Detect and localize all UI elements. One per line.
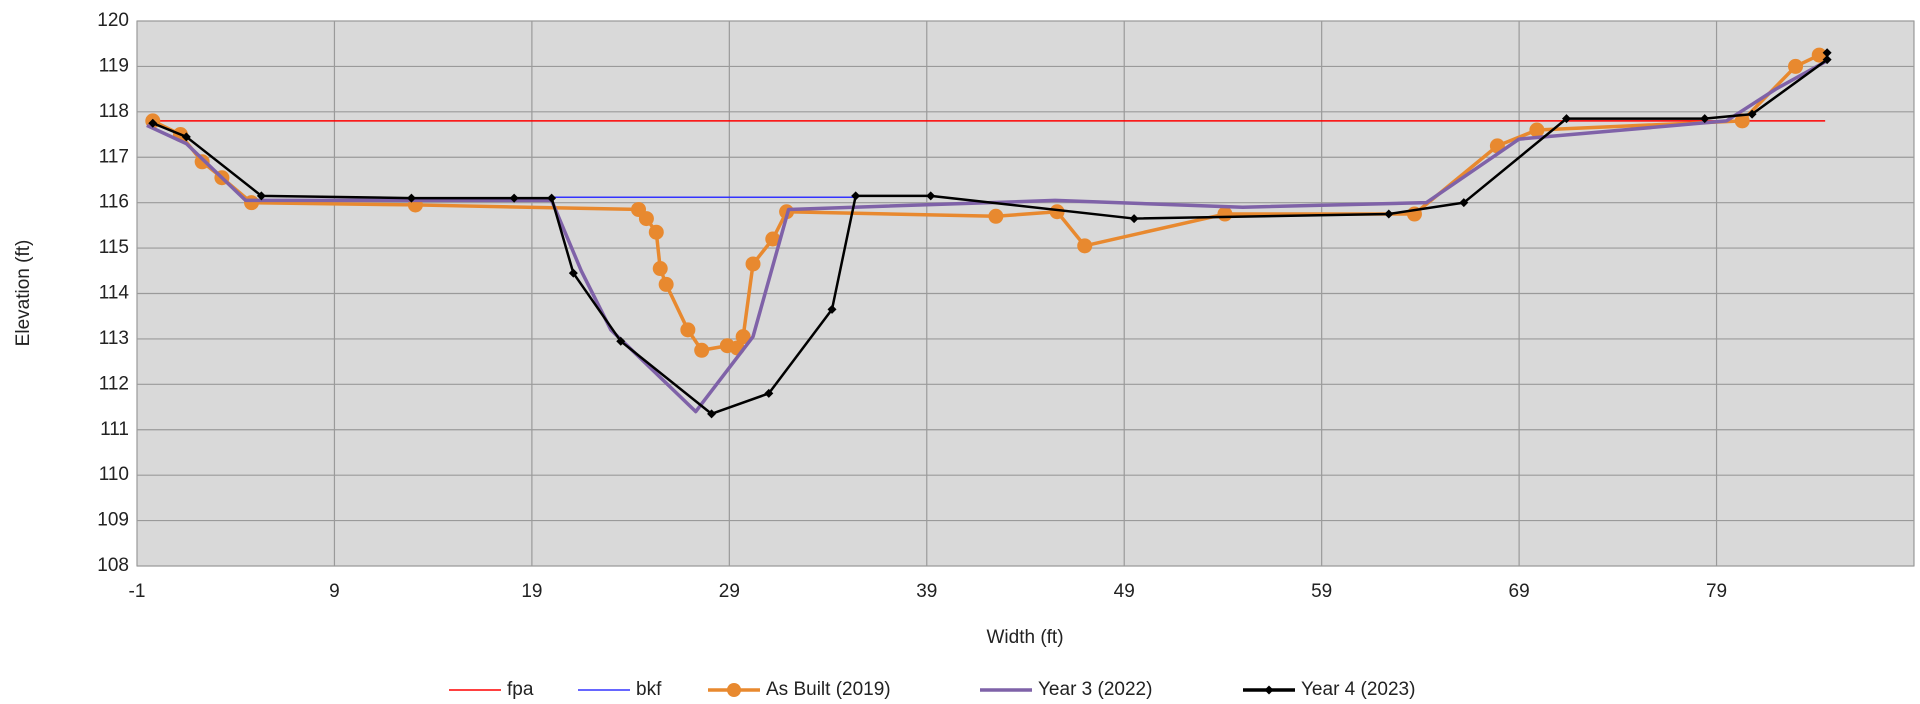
marker xyxy=(648,224,664,240)
y-tick-label: 113 xyxy=(99,328,129,349)
marker xyxy=(735,329,751,345)
marker xyxy=(680,322,696,338)
marker xyxy=(1747,109,1757,119)
marker xyxy=(1811,47,1827,63)
marker xyxy=(244,195,260,211)
y-axis-title: Elevation (ft) xyxy=(13,240,34,347)
marker xyxy=(1129,214,1139,224)
marker xyxy=(568,268,578,278)
x-tick-label: 79 xyxy=(1706,581,1727,602)
marker xyxy=(148,118,158,128)
marker xyxy=(1384,209,1394,219)
marker xyxy=(509,193,519,203)
marker xyxy=(1529,122,1545,138)
y-tick-label: 117 xyxy=(99,146,129,167)
marker xyxy=(406,193,416,203)
x-tick-label: 9 xyxy=(329,581,340,602)
y-tick-label: 111 xyxy=(100,419,129,440)
marker xyxy=(745,256,761,272)
y-tick-label: 112 xyxy=(99,373,129,394)
series-line xyxy=(146,60,1826,414)
marker xyxy=(1459,198,1469,208)
y-tick-label: 116 xyxy=(99,192,129,213)
legend-label: bkf xyxy=(636,679,662,700)
x-tick-label: 69 xyxy=(1509,581,1530,602)
marker xyxy=(1734,113,1750,129)
x-tick-label: -1 xyxy=(129,581,146,602)
legend-swatch xyxy=(727,683,741,697)
x-tick-label: 39 xyxy=(916,581,937,602)
x-tick-label: 29 xyxy=(719,581,740,602)
marker xyxy=(658,276,674,292)
legend-label: Year 3 (2022) xyxy=(1038,679,1152,700)
marker xyxy=(616,336,626,346)
x-axis-title: Width (ft) xyxy=(986,627,1063,648)
marker xyxy=(638,211,654,227)
y-tick-label: 110 xyxy=(99,464,129,485)
marker xyxy=(194,154,210,170)
x-tick-label: 19 xyxy=(521,581,542,602)
marker xyxy=(1049,204,1065,220)
y-tick-label: 109 xyxy=(97,510,129,531)
marker xyxy=(256,191,266,201)
marker xyxy=(181,132,191,142)
marker xyxy=(1822,48,1832,58)
marker xyxy=(707,409,717,419)
marker xyxy=(652,261,668,277)
x-tick-label: 59 xyxy=(1311,581,1332,602)
marker xyxy=(851,191,861,201)
marker xyxy=(827,304,837,314)
marker xyxy=(764,388,774,398)
y-tick-label: 108 xyxy=(97,555,129,576)
legend-label: As Built (2019) xyxy=(766,679,891,700)
marker xyxy=(1217,206,1233,222)
y-tick-label: 120 xyxy=(97,10,129,31)
marker xyxy=(1788,58,1804,74)
y-tick-label: 115 xyxy=(99,237,129,258)
marker xyxy=(547,193,557,203)
marker xyxy=(765,231,781,247)
legend-label: Year 4 (2023) xyxy=(1301,679,1415,700)
y-tick-label: 114 xyxy=(99,283,130,304)
y-tick-label: 119 xyxy=(99,55,129,76)
marker xyxy=(1561,114,1571,124)
marker xyxy=(926,191,936,201)
marker xyxy=(1077,238,1093,254)
marker xyxy=(694,342,710,358)
marker xyxy=(1822,55,1832,65)
legend-swatch xyxy=(1264,685,1274,695)
marker xyxy=(1700,114,1710,124)
marker xyxy=(988,208,1004,224)
y-tick-label: 118 xyxy=(99,101,129,122)
x-tick-label: 49 xyxy=(1114,581,1135,602)
legend-label: fpa xyxy=(507,679,534,700)
